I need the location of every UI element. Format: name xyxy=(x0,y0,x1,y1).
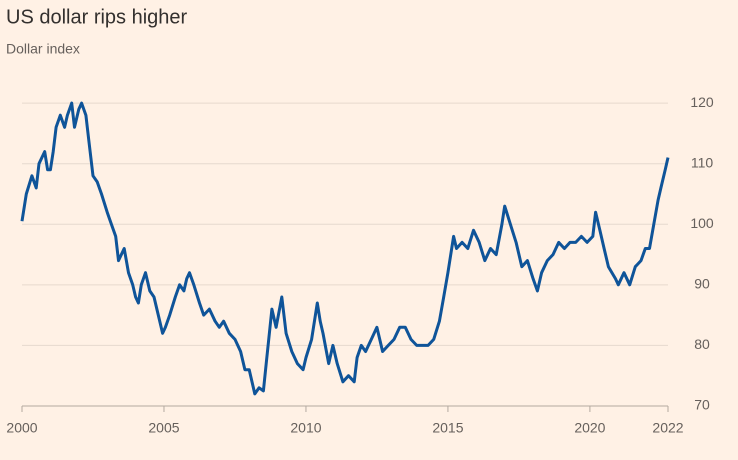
y-tick-label: 120 xyxy=(690,94,714,110)
x-tick-label: 2010 xyxy=(290,420,321,436)
y-tick-label: 100 xyxy=(690,215,714,231)
x-tick-label: 2005 xyxy=(148,420,179,436)
line xyxy=(20,101,670,396)
x-tick-label: 2000 xyxy=(6,420,37,436)
y-tick-label: 90 xyxy=(694,276,710,292)
x-tick-label: 2020 xyxy=(574,420,605,436)
x-tick-label: 2015 xyxy=(432,420,463,436)
y-tick-label: 80 xyxy=(694,336,710,352)
y-tick-label: 70 xyxy=(694,397,710,413)
x-tick-label: 2022 xyxy=(652,420,683,436)
chart-title: US dollar rips higher xyxy=(6,6,188,28)
y-tick-label: 110 xyxy=(691,154,714,170)
chart-subtitle: Dollar index xyxy=(6,41,80,57)
